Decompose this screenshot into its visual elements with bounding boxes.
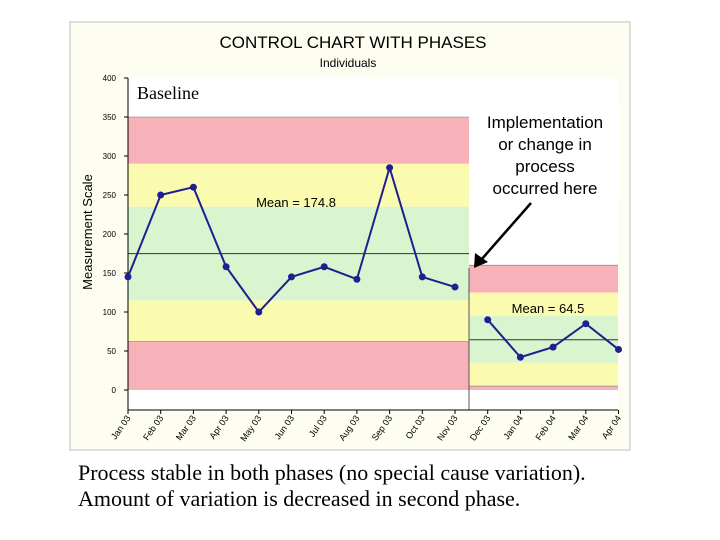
- y-tick-label: 200: [103, 230, 117, 239]
- data-point: [516, 353, 524, 361]
- data-point: [615, 345, 622, 353]
- data-point: [189, 183, 197, 191]
- data-point: [451, 283, 459, 291]
- data-point: [386, 164, 394, 172]
- data-point: [288, 273, 295, 281]
- control-zone-band: [128, 206, 469, 254]
- phase-label-baseline: Baseline: [137, 83, 199, 103]
- annotation-line: occurred here: [493, 179, 598, 198]
- y-tick-label: 50: [107, 347, 116, 356]
- control-zone-band: [469, 315, 618, 340]
- data-point: [320, 263, 328, 271]
- upper-red-zone: [469, 265, 618, 293]
- control-zone-band: [469, 292, 618, 316]
- y-axis-label: Measurement Scale: [80, 174, 95, 290]
- y-tick-label: 400: [103, 74, 117, 83]
- data-point: [157, 191, 165, 199]
- data-point: [124, 273, 132, 281]
- annotation-line: process: [515, 157, 575, 176]
- chart-title: CONTROL CHART WITH PHASES: [220, 33, 487, 52]
- mean-label-phase2: Mean = 64.5: [512, 301, 585, 316]
- y-tick-label: 100: [103, 308, 117, 317]
- caption-line-1: Process stable in both phases (no specia…: [78, 460, 586, 485]
- control-zone-band: [128, 300, 469, 342]
- data-point: [582, 320, 590, 328]
- upper-red-zone: [128, 117, 469, 164]
- annotation-line: or change in: [498, 135, 592, 154]
- y-tick-label: 350: [103, 113, 117, 122]
- control-zone-band: [469, 362, 618, 387]
- data-point: [222, 263, 230, 271]
- data-point: [255, 308, 263, 316]
- annotation-line: Implementation: [487, 113, 603, 132]
- control-zone-band: [128, 253, 469, 301]
- annotation-arrow: [474, 202, 532, 268]
- y-tick-label: 0: [112, 386, 117, 395]
- data-point: [353, 275, 361, 283]
- y-tick-label: 250: [103, 191, 117, 200]
- y-tick-label: 300: [103, 152, 117, 161]
- data-point: [418, 273, 426, 281]
- mean-label-phase1: Mean = 174.8: [256, 195, 336, 210]
- control-zone-band: [128, 163, 469, 207]
- y-tick-label: 150: [103, 269, 117, 278]
- lower-red-zone: [469, 386, 618, 390]
- annotation-text: Implementation or change in process occurre…: [487, 113, 603, 198]
- chart-subtitle: Individuals: [320, 56, 377, 70]
- annotation-box: [472, 108, 620, 198]
- control-zones: [128, 116, 618, 410]
- data-point: [549, 343, 557, 351]
- lower-red-zone: [128, 341, 469, 390]
- caption: Process stable in both phases (no specia…: [78, 460, 708, 512]
- data-points: [124, 164, 622, 361]
- baseline-label-box: [133, 80, 199, 104]
- caption-line-2: Amount of variation is decreased in seco…: [78, 486, 521, 511]
- data-point: [484, 316, 492, 324]
